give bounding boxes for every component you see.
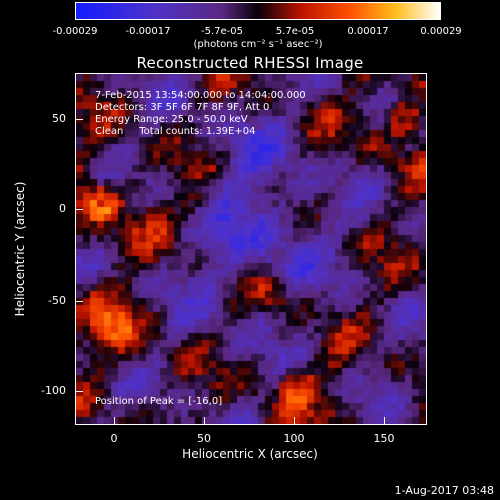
colorbar-tick: 0.00029 [420, 26, 462, 37]
x-axis-label: Heliocentric X (arcsec) [182, 447, 318, 461]
image-title: Reconstructed RHESSI Image [136, 54, 364, 72]
heatmap-image [76, 74, 426, 424]
energy-range-text: Energy Range: 25.0 - 50.0 keV [95, 114, 248, 125]
colorbar-tick: -0.00029 [52, 26, 98, 37]
colorbar-units: (photons cm⁻² s⁻¹ asec⁻²) [193, 39, 323, 50]
x-tick-mark [114, 417, 115, 425]
y-tick-label: -50 [48, 294, 66, 307]
detectors-text: Detectors: 3F 5F 6F 7F 8F 9F, Att 0 [95, 102, 270, 113]
colorbar-tick: -5.7e-05 [201, 26, 243, 37]
timestamp: 1-Aug-2017 03:48 [394, 484, 494, 497]
y-tick-label: 50 [52, 112, 66, 125]
x-tick-label: 0 [110, 432, 118, 445]
y-tick-mark [75, 119, 83, 120]
x-tick-mark [294, 417, 295, 425]
x-tick-label: 50 [197, 432, 211, 445]
colorbar [75, 2, 441, 20]
x-tick-mark [384, 417, 385, 425]
time-range-text: 7-Feb-2015 13:54:00.000 to 14:04:00.000 [95, 90, 306, 101]
y-axis-label: Heliocentric Y (arcsec) [13, 181, 27, 317]
y-tick-mark [75, 391, 83, 392]
x-tick-label: 100 [283, 432, 305, 445]
y-tick-mark [75, 209, 83, 210]
x-tick-mark [204, 417, 205, 425]
y-tick-label: 0 [59, 202, 66, 215]
clean-counts-text: Clean Total counts: 1.39E+04 [95, 126, 256, 137]
rhessi-image-plot: 7-Feb-2015 13:54:00.000 to 14:04:00.000 … [75, 73, 427, 425]
y-tick-label: -100 [41, 384, 66, 397]
colorbar-tick: -0.00017 [125, 26, 171, 37]
x-tick-label: 150 [373, 432, 395, 445]
colorbar-tick: 0.00017 [347, 26, 389, 37]
peak-position-text: Position of Peak = [-16,0] [95, 396, 223, 407]
colorbar-tick: 5.7e-05 [275, 26, 315, 37]
y-tick-mark [75, 301, 83, 302]
